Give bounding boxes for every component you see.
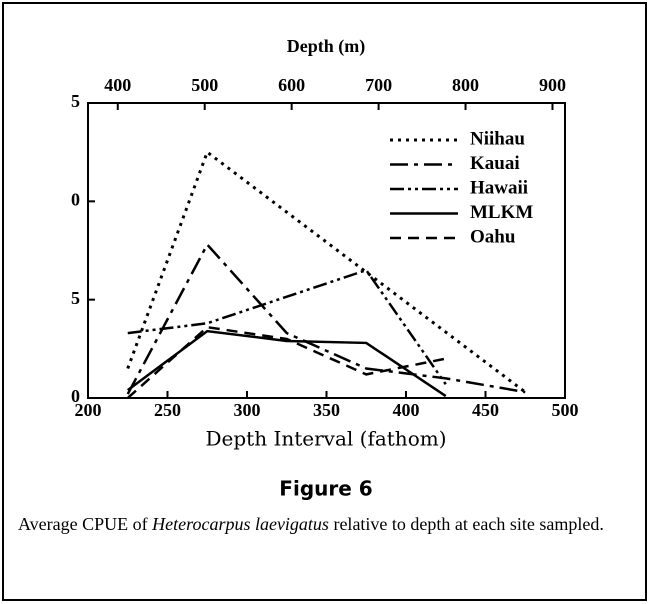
x2-tick-label: 600 [278, 75, 305, 95]
caption-text: Average CPUE of [18, 514, 153, 534]
series-line [126, 149, 527, 394]
x-tick-label: 500 [552, 400, 579, 420]
series-line [127, 268, 447, 385]
x-tick-label: 450 [472, 400, 499, 420]
x-tick-label: 350 [313, 400, 340, 420]
series-line [127, 329, 447, 398]
series-line [126, 325, 446, 399]
y-tick-label: 0 [71, 386, 80, 406]
x2-tick-label: 700 [365, 75, 392, 95]
figure-label: Figure 6 [279, 477, 372, 501]
caption: Average CPUE of Heterocarpus laevigatus … [18, 512, 638, 536]
legend-label: Hawaii [470, 177, 528, 198]
caption-species: Heterocarpus laevigatus [152, 514, 329, 534]
x-tick-label: 250 [154, 400, 181, 420]
legend-label: Niihau [470, 128, 525, 149]
y-tick-label: 0 [71, 189, 80, 209]
x-tick-label: 400 [393, 400, 420, 420]
x2-tick-label: 900 [539, 75, 566, 95]
y-tick-label: 5 [71, 91, 80, 111]
caption-text: relative to depth at each site sampled. [328, 514, 604, 534]
x2-axis-label: Depth (m) [287, 36, 366, 57]
legend-label: Oahu [470, 226, 516, 247]
x-tick-label: 200 [75, 400, 102, 420]
x2-tick-label: 500 [191, 75, 218, 95]
legend-label: MLKM [470, 202, 533, 223]
x2-tick-label: 800 [452, 75, 479, 95]
legend-label: Kauai [470, 153, 520, 174]
y-tick-label: 5 [71, 288, 80, 308]
x-axis-label: Depth Interval (fathom) [206, 427, 447, 451]
x-tick-label: 300 [234, 400, 261, 420]
series-line [126, 242, 526, 395]
x2-tick-label: 400 [104, 75, 131, 95]
